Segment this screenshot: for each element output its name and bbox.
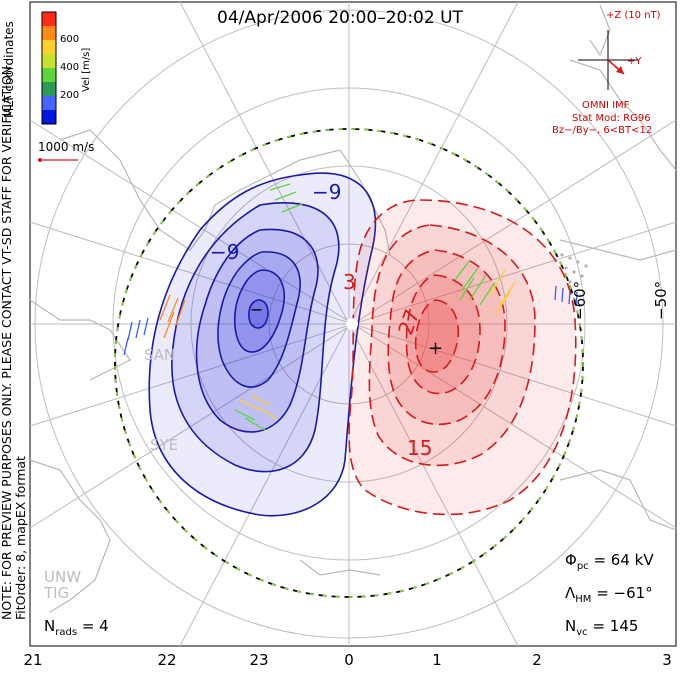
stat-nvc: Nvc = 145 — [565, 617, 638, 638]
imf-by-label: +Y — [627, 56, 642, 67]
mlt-tick-23: 23 — [249, 651, 269, 669]
dawn-cell — [348, 199, 577, 516]
mlt-tick-2: 2 — [532, 651, 542, 669]
latitude-label-60: −60° — [571, 280, 589, 320]
velocity-vectors — [123, 183, 578, 431]
contour-label-neg9-top: −9 — [312, 180, 342, 204]
radar-label-san: SAN — [144, 346, 176, 364]
radar-label-sye: SYE — [150, 436, 179, 454]
preview-note-line1: NOTE: FOR PREVIEW PURPOSES ONLY. PLEASE … — [0, 62, 14, 620]
radar-label-unw: UNW — [44, 568, 82, 586]
contour-label-15: 15 — [407, 436, 433, 460]
imf-bz-label: +Z (10 nT) — [606, 10, 661, 21]
dusk-cell — [148, 172, 377, 517]
scale-vector — [38, 158, 78, 162]
stat-lambda-hm-subscript: HM — [575, 594, 592, 605]
stat-phi-pc: Φpc = 64 kV — [565, 551, 654, 572]
contour-label-3: 3 — [343, 270, 356, 294]
mlt-tick-0: 0 — [344, 651, 354, 669]
stat-nrads-symbol: N — [44, 617, 56, 635]
stat-lambda-hm-symbol: Λ — [565, 584, 576, 602]
latitude-label-50: −50° — [652, 280, 670, 320]
stat-lambda-hm-value: = −61° — [596, 584, 653, 602]
stat-nvc-value: = 145 — [592, 617, 639, 635]
stat-nrads: Nrads = 4 — [44, 617, 109, 638]
imf-clock — [578, 30, 638, 90]
colorbar-tick-200: 200 — [60, 90, 80, 101]
colorbar — [41, 11, 57, 125]
fit-order-note: FitOrder: 8, mapEX format — [13, 456, 28, 620]
mlt-tick-22: 22 — [157, 651, 177, 669]
stat-nvc-subscript: vc — [576, 627, 588, 638]
colorbar-tick-600: 600 — [60, 34, 80, 45]
mlt-tick-21: 21 — [23, 651, 43, 669]
hm-boundary-markers — [114, 128, 584, 598]
potential-maximum-marker: + — [428, 338, 444, 359]
mlt-tick-3: 3 — [662, 651, 672, 669]
imf-source: OMNI IMF — [582, 100, 630, 111]
colorbar-tick-400: 400 — [60, 62, 80, 73]
contour-label-neg9-left: −9 — [210, 240, 240, 264]
mlt-tick-1: 1 — [432, 651, 442, 669]
stat-nrads-value: = 4 — [81, 617, 109, 635]
map-title: 04/Apr/2006 20:00–20:02 UT — [217, 8, 463, 28]
stat-lambda-hm: ΛHM = −61° — [565, 584, 653, 605]
stat-nvc-symbol: N — [565, 617, 577, 635]
coordinate-label: MLT coordinates — [2, 21, 16, 118]
stat-model: Stat Mod: RG96 — [572, 113, 651, 124]
potential-minimum-marker: − — [250, 300, 264, 319]
stat-nrads-subscript: rads — [55, 627, 78, 638]
colorbar-label: Vel [m/s] — [81, 47, 92, 92]
pole-marker — [346, 318, 358, 330]
imf-condition: Bz−/By−, 6<BT<12 — [552, 125, 653, 136]
radar-label-tig: TIG — [44, 584, 70, 602]
stat-phi-pc-value: = 64 kV — [593, 551, 654, 569]
no-data-dots — [560, 253, 588, 284]
stat-phi-pc-subscript: pc — [576, 561, 589, 572]
scale-vector-label: 1000 m/s — [38, 140, 95, 154]
preview-note: NOTE: FOR PREVIEW PURPOSES ONLY. PLEASE … — [0, 62, 28, 620]
stat-phi-pc-symbol: Φ — [565, 551, 577, 569]
